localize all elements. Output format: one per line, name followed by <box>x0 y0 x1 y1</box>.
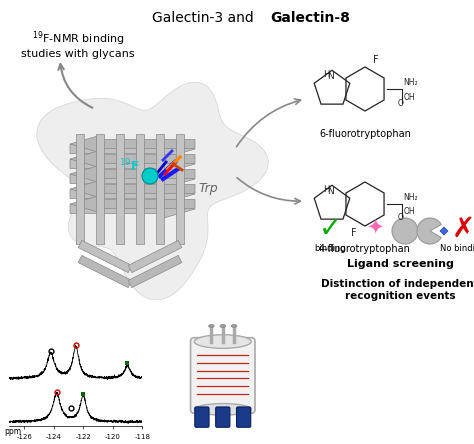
Polygon shape <box>136 134 144 244</box>
Polygon shape <box>70 165 195 183</box>
Polygon shape <box>96 134 104 244</box>
Ellipse shape <box>231 325 237 328</box>
Text: Galectin-3 and: Galectin-3 and <box>152 11 258 25</box>
Text: OH: OH <box>403 207 415 217</box>
Circle shape <box>142 168 158 184</box>
Text: O: O <box>398 99 403 107</box>
FancyBboxPatch shape <box>195 407 209 427</box>
Polygon shape <box>70 195 195 213</box>
Polygon shape <box>70 150 195 168</box>
Ellipse shape <box>194 404 251 415</box>
Polygon shape <box>70 170 195 188</box>
Polygon shape <box>76 134 84 244</box>
Text: binding: binding <box>314 244 346 253</box>
Polygon shape <box>70 140 195 158</box>
Ellipse shape <box>209 325 214 328</box>
Text: 6-fluorotryptophan: 6-fluorotryptophan <box>319 129 411 139</box>
Text: $^{19}$F: $^{19}$F <box>119 158 140 174</box>
Polygon shape <box>176 134 184 244</box>
Polygon shape <box>128 255 182 288</box>
Polygon shape <box>37 82 268 300</box>
Polygon shape <box>70 155 195 173</box>
FancyArrowPatch shape <box>58 64 92 108</box>
Text: OH: OH <box>403 92 415 102</box>
Polygon shape <box>70 200 195 218</box>
Text: ppm: ppm <box>4 427 21 436</box>
Text: N: N <box>327 187 334 196</box>
Text: Distinction of independent
recognition events: Distinction of independent recognition e… <box>321 279 474 301</box>
Text: ✓: ✓ <box>319 215 342 243</box>
Ellipse shape <box>220 325 226 328</box>
Text: H: H <box>323 185 329 194</box>
Text: O: O <box>398 214 403 222</box>
Polygon shape <box>78 255 132 288</box>
Polygon shape <box>156 134 164 244</box>
Text: NH₂: NH₂ <box>403 78 418 87</box>
Text: No binding: No binding <box>440 244 474 253</box>
Wedge shape <box>417 218 441 244</box>
Circle shape <box>392 218 418 244</box>
Polygon shape <box>70 135 195 153</box>
Text: H: H <box>323 70 329 79</box>
Text: Trp: Trp <box>198 182 218 195</box>
Polygon shape <box>128 240 182 273</box>
Polygon shape <box>440 227 448 235</box>
Text: ✦: ✦ <box>366 219 384 239</box>
Ellipse shape <box>194 335 251 349</box>
Text: F: F <box>373 55 379 65</box>
Polygon shape <box>70 185 195 203</box>
Text: 4-fluorotryptophan: 4-fluorotryptophan <box>319 244 411 254</box>
FancyBboxPatch shape <box>191 338 255 413</box>
FancyBboxPatch shape <box>216 407 230 427</box>
Text: NH₂: NH₂ <box>403 193 418 202</box>
Polygon shape <box>70 180 195 198</box>
Polygon shape <box>78 240 132 273</box>
Text: F: F <box>351 228 357 238</box>
Text: $^{19}$F-NMR binding
studies with glycans: $^{19}$F-NMR binding studies with glycan… <box>21 29 135 59</box>
Text: Ligand screening: Ligand screening <box>346 259 454 269</box>
Text: Galectin-8: Galectin-8 <box>270 11 350 25</box>
Text: ✗: ✗ <box>451 215 474 243</box>
Polygon shape <box>116 134 124 244</box>
FancyBboxPatch shape <box>237 407 251 427</box>
Text: N: N <box>327 72 334 81</box>
